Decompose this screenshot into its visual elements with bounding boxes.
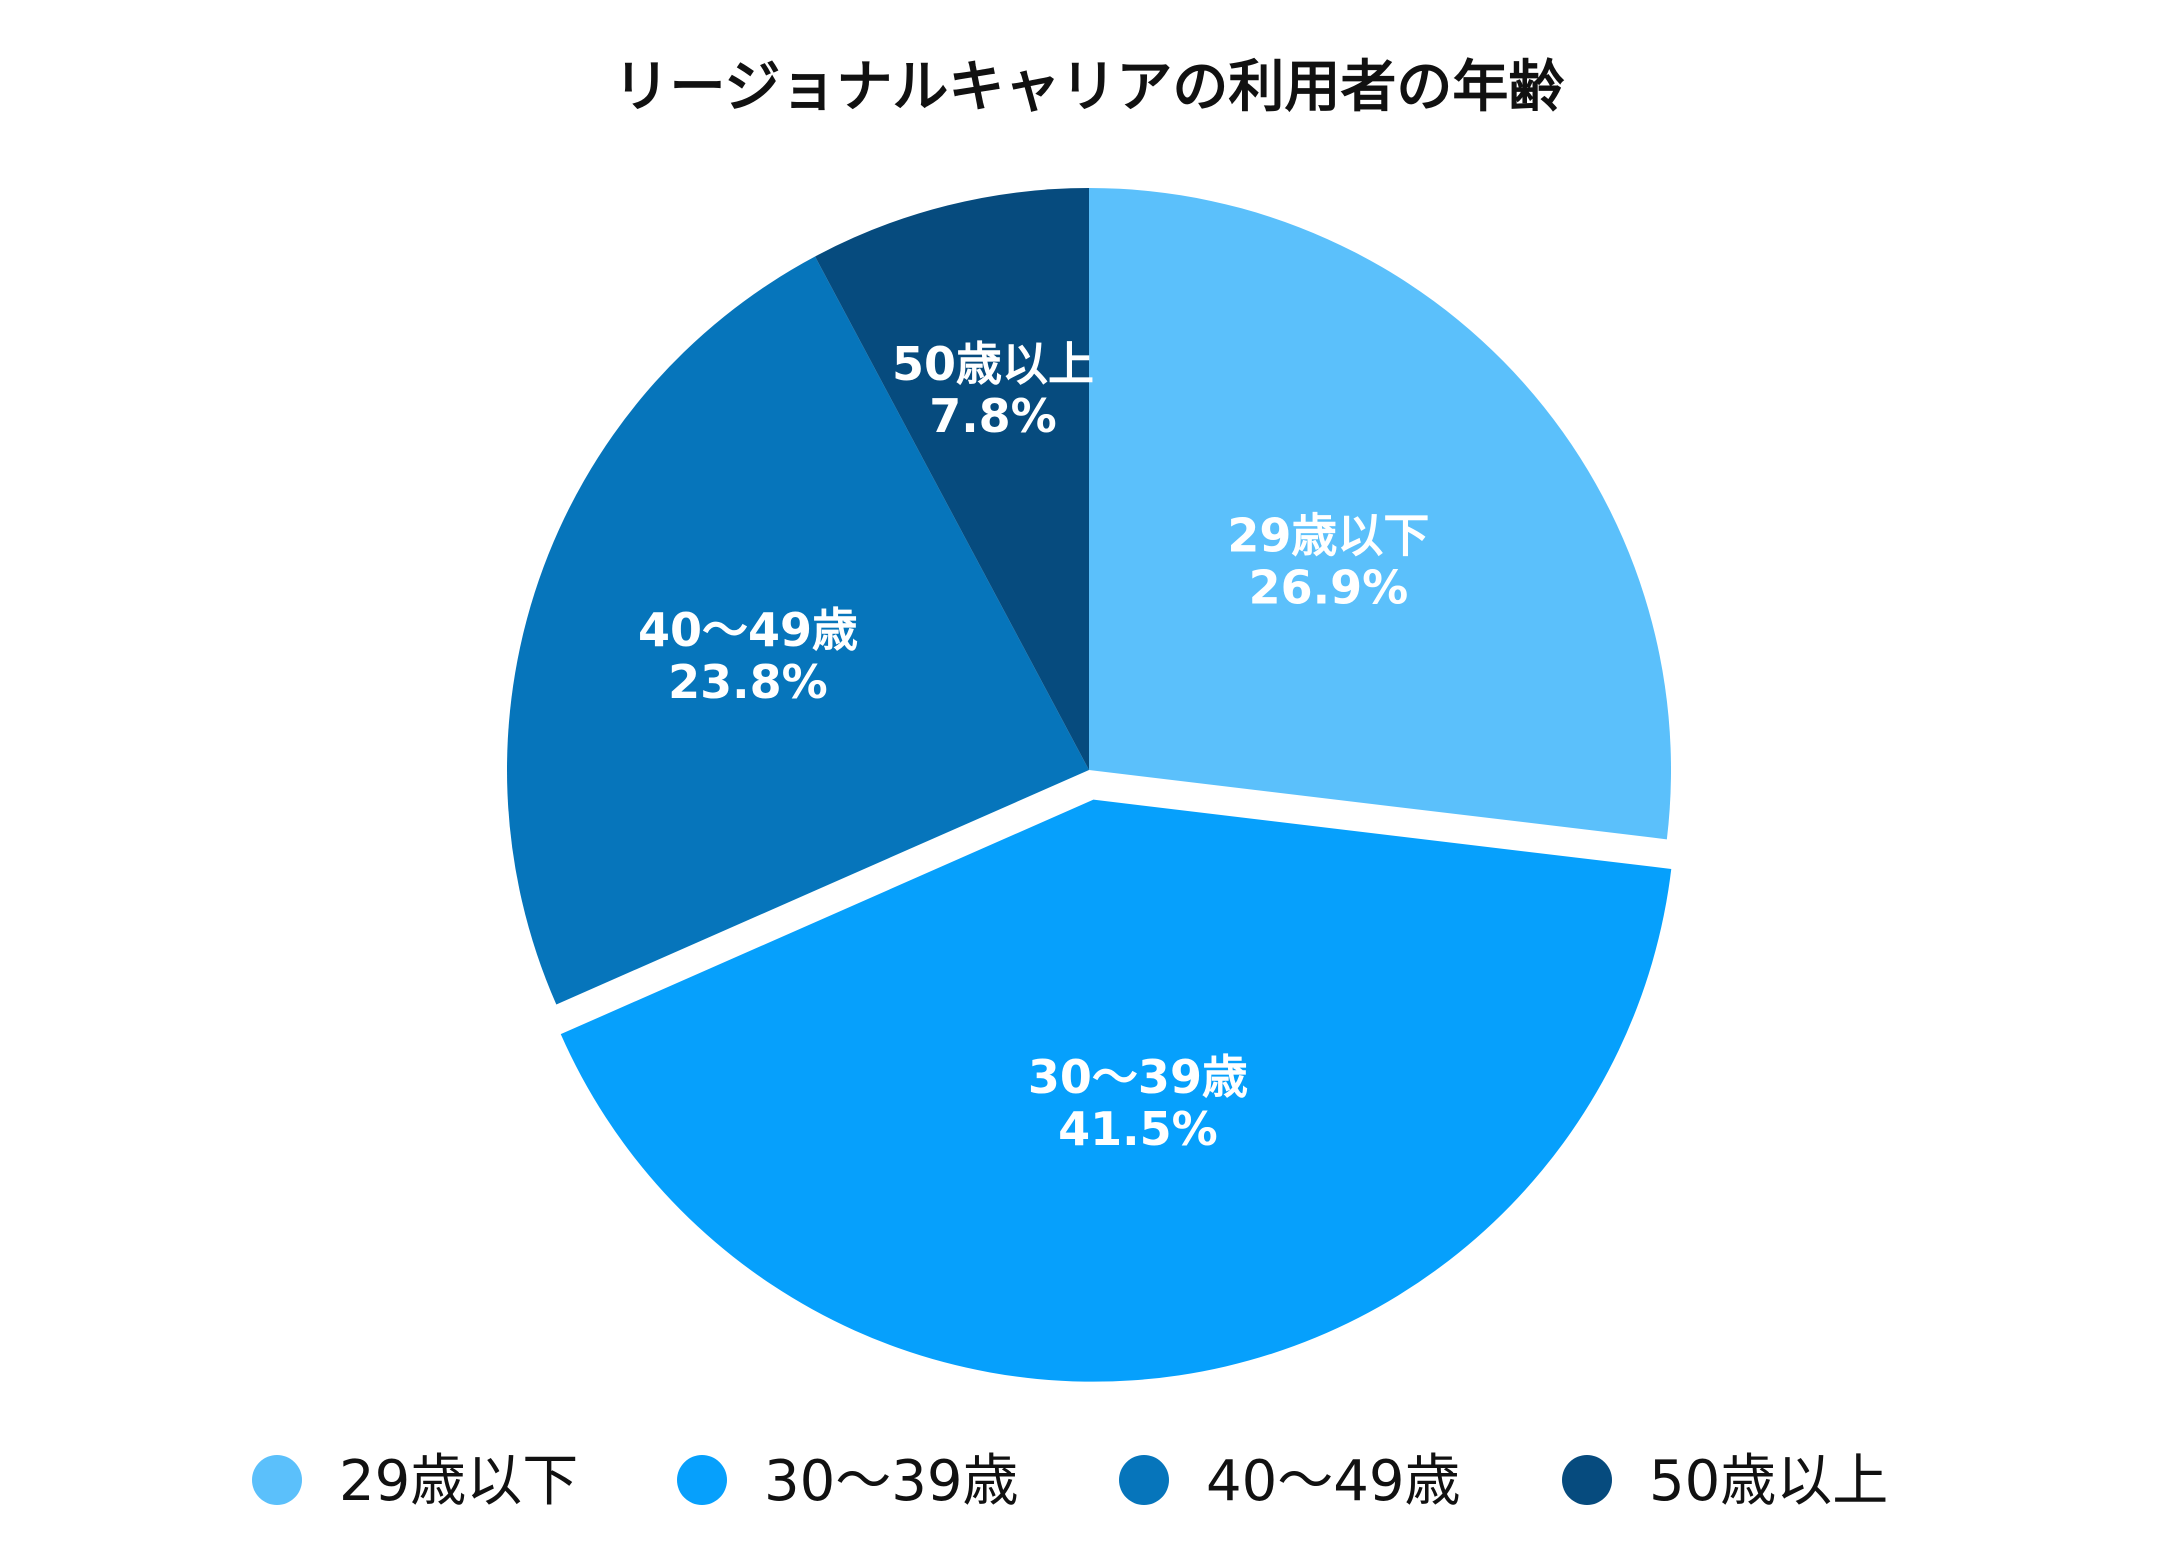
slice-category-label: 40～49歳 (638, 603, 858, 657)
slice-value-label: 41.5% (1058, 1102, 1218, 1156)
slice-category-label: 50歳以上 (892, 337, 1094, 391)
slice-1 (1089, 188, 1671, 840)
slice-value-label: 26.9% (1249, 561, 1409, 615)
slice-4 (815, 188, 1089, 770)
slice-value-label: 7.8% (929, 389, 1057, 443)
slice-category-label: 30～39歳 (1028, 1050, 1248, 1104)
legend: 29歳以下 30～39歳 40～49歳 50歳以上 (252, 1449, 1888, 1514)
legend-label: 50歳以上 (1649, 1449, 1888, 1514)
legend-label: 30～39歳 (764, 1449, 1019, 1514)
legend-swatch (1562, 1455, 1612, 1505)
slice-2 (560, 799, 1672, 1382)
legend-swatch (677, 1455, 727, 1505)
legend-swatch (252, 1455, 302, 1505)
legend-swatch (1119, 1455, 1169, 1505)
pie-slices (507, 188, 1672, 1382)
slice-3 (507, 256, 1089, 1005)
slice-value-label: 23.8% (668, 655, 828, 709)
legend-label: 29歳以下 (339, 1449, 578, 1514)
legend-label: 40～49歳 (1206, 1449, 1461, 1514)
slice-category-label: 29歳以下 (1227, 509, 1429, 563)
chart-title: リージョナルキャリアの利用者の年齢 (614, 55, 1565, 120)
